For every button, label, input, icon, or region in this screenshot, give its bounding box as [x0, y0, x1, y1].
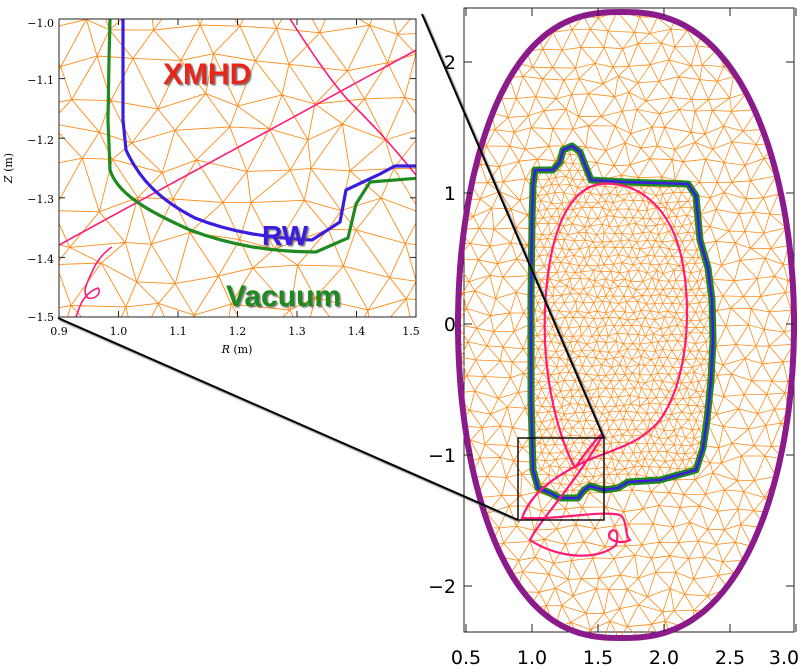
- main-y-tick-2: 0: [444, 314, 456, 336]
- main-y-tick-1: 1: [444, 183, 456, 205]
- inset-y-tick-1: −1.1: [27, 74, 54, 87]
- inset-plot: 0.9 1.0 1.1 1.2 1.3 1.4 1.5 −1.0 −1.1 −1…: [2, 17, 420, 356]
- main-y-tick-0: 2: [444, 52, 456, 74]
- main-x-tick-0: 0.5: [451, 647, 481, 669]
- vacuum-label: Vacuum: [226, 280, 341, 313]
- inset-vacuum-boundary: [106, 19, 416, 254]
- rw-label: RW: [262, 220, 309, 251]
- inset-y-tick-0: −1.0: [27, 17, 54, 30]
- inset-y-tick-5: −1.5: [27, 311, 54, 324]
- main-y-ticks: [464, 61, 794, 587]
- main-x-tick-2: 1.5: [583, 647, 613, 669]
- separatrix-curve: [520, 182, 689, 557]
- xmhd-label: XMHD: [163, 58, 251, 91]
- inset-y-tick-2: −1.2: [27, 134, 54, 147]
- inset-separatrix-upper: [289, 19, 416, 177]
- inset-y-tick-4: −1.4: [27, 253, 54, 266]
- inset-x-axis-label: R (m): [221, 343, 253, 356]
- resistive-wall-curve: [529, 144, 715, 500]
- zoom-box: [517, 437, 605, 521]
- inset-x-tick-0: 0.9: [50, 325, 68, 338]
- main-y-tick-4: −2: [428, 576, 456, 598]
- main-x-tick-5: 3.0: [769, 647, 799, 669]
- main-x-tick-3: 2.0: [649, 647, 679, 669]
- inset-mesh: [59, 19, 416, 317]
- main-plot: 0.5 1.0 1.5 2.0 2.5 3.0 2 1 0 −1 −2: [428, 7, 799, 669]
- inset-y-tick-3: −1.3: [27, 193, 54, 206]
- inset-x-tick-1: 1.0: [110, 325, 128, 338]
- mesh-edges: [59, 19, 416, 317]
- main-x-tick-4: 2.5: [715, 647, 745, 669]
- inset-x-tick-3: 1.2: [229, 325, 247, 338]
- connector-line-bottom: [57, 317, 519, 521]
- main-x-tick-1: 1.0: [517, 647, 547, 669]
- inset-separatrix-line: [59, 49, 416, 246]
- inset-x-tick-5: 1.4: [348, 325, 366, 338]
- inset-x-tick-6: 1.5: [402, 325, 420, 338]
- main-y-tick-3: −1: [428, 445, 456, 467]
- outer-wall-boundary: [455, 8, 797, 642]
- inset-y-axis-label: Z (m): [2, 153, 15, 184]
- main-x-ticks: [465, 8, 797, 632]
- inset-resistive-wall: [121, 19, 416, 242]
- inset-tick-marks: [58, 18, 417, 318]
- inset-separatrix-curl: [75, 246, 113, 317]
- inset-x-tick-4: 1.3: [288, 325, 306, 338]
- connector-line-top: [421, 13, 605, 439]
- inset-x-tick-2: 1.1: [169, 325, 187, 338]
